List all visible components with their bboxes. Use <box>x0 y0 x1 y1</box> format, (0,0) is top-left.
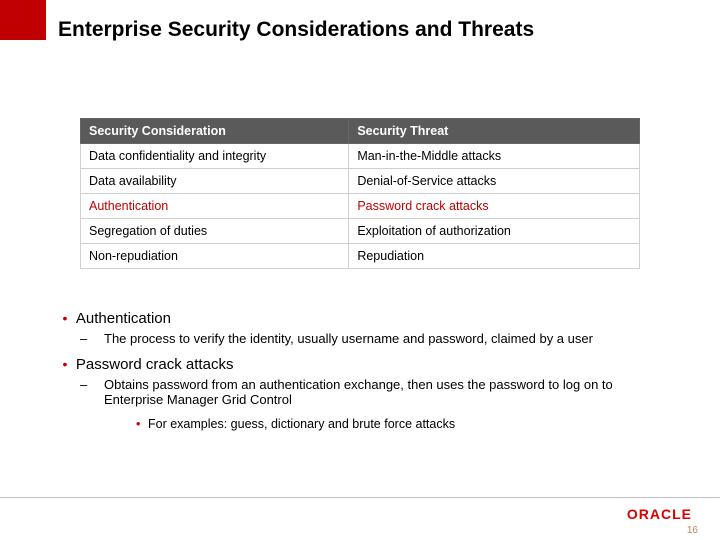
table-cell: Man-in-the-Middle attacks <box>349 144 640 169</box>
table-cell: Exploitation of authorization <box>349 219 640 244</box>
table-header-cell: Security Threat <box>349 119 640 144</box>
bullet-level2: –Obtains password from an authentication… <box>92 377 658 407</box>
bullet-level2: –The process to verify the identity, usu… <box>92 331 658 346</box>
table-cell: Non-repudiation <box>81 244 349 269</box>
table-row: Segregation of dutiesExploitation of aut… <box>81 219 640 244</box>
table-cell: Password crack attacks <box>349 194 640 219</box>
table-row: Data confidentiality and integrityMan-in… <box>81 144 640 169</box>
table-row: Data availabilityDenial-of-Service attac… <box>81 169 640 194</box>
page-number: 16 <box>687 525 698 536</box>
bullet-level1: • Password crack attacks <box>58 356 658 373</box>
security-table: Security ConsiderationSecurity ThreatDat… <box>80 118 640 269</box>
corner-brand-block <box>0 0 46 40</box>
table-cell: Denial-of-Service attacks <box>349 169 640 194</box>
table-row: Non-repudiationRepudiation <box>81 244 640 269</box>
table-header-cell: Security Consideration <box>81 119 349 144</box>
bullet-level3: •For examples: guess, dictionary and bru… <box>136 417 658 431</box>
footer-divider <box>0 497 720 498</box>
bullet-list: • Authentication –The process to verify t… <box>58 310 658 431</box>
bullet-level1: • Authentication <box>58 310 658 327</box>
oracle-logo: ORACLE <box>627 506 692 522</box>
table-cell: Authentication <box>81 194 349 219</box>
slide-title: Enterprise Security Considerations and T… <box>58 18 534 42</box>
table-cell: Repudiation <box>349 244 640 269</box>
table-cell: Data availability <box>81 169 349 194</box>
table-row: AuthenticationPassword crack attacks <box>81 194 640 219</box>
table-cell: Data confidentiality and integrity <box>81 144 349 169</box>
table-cell: Segregation of duties <box>81 219 349 244</box>
